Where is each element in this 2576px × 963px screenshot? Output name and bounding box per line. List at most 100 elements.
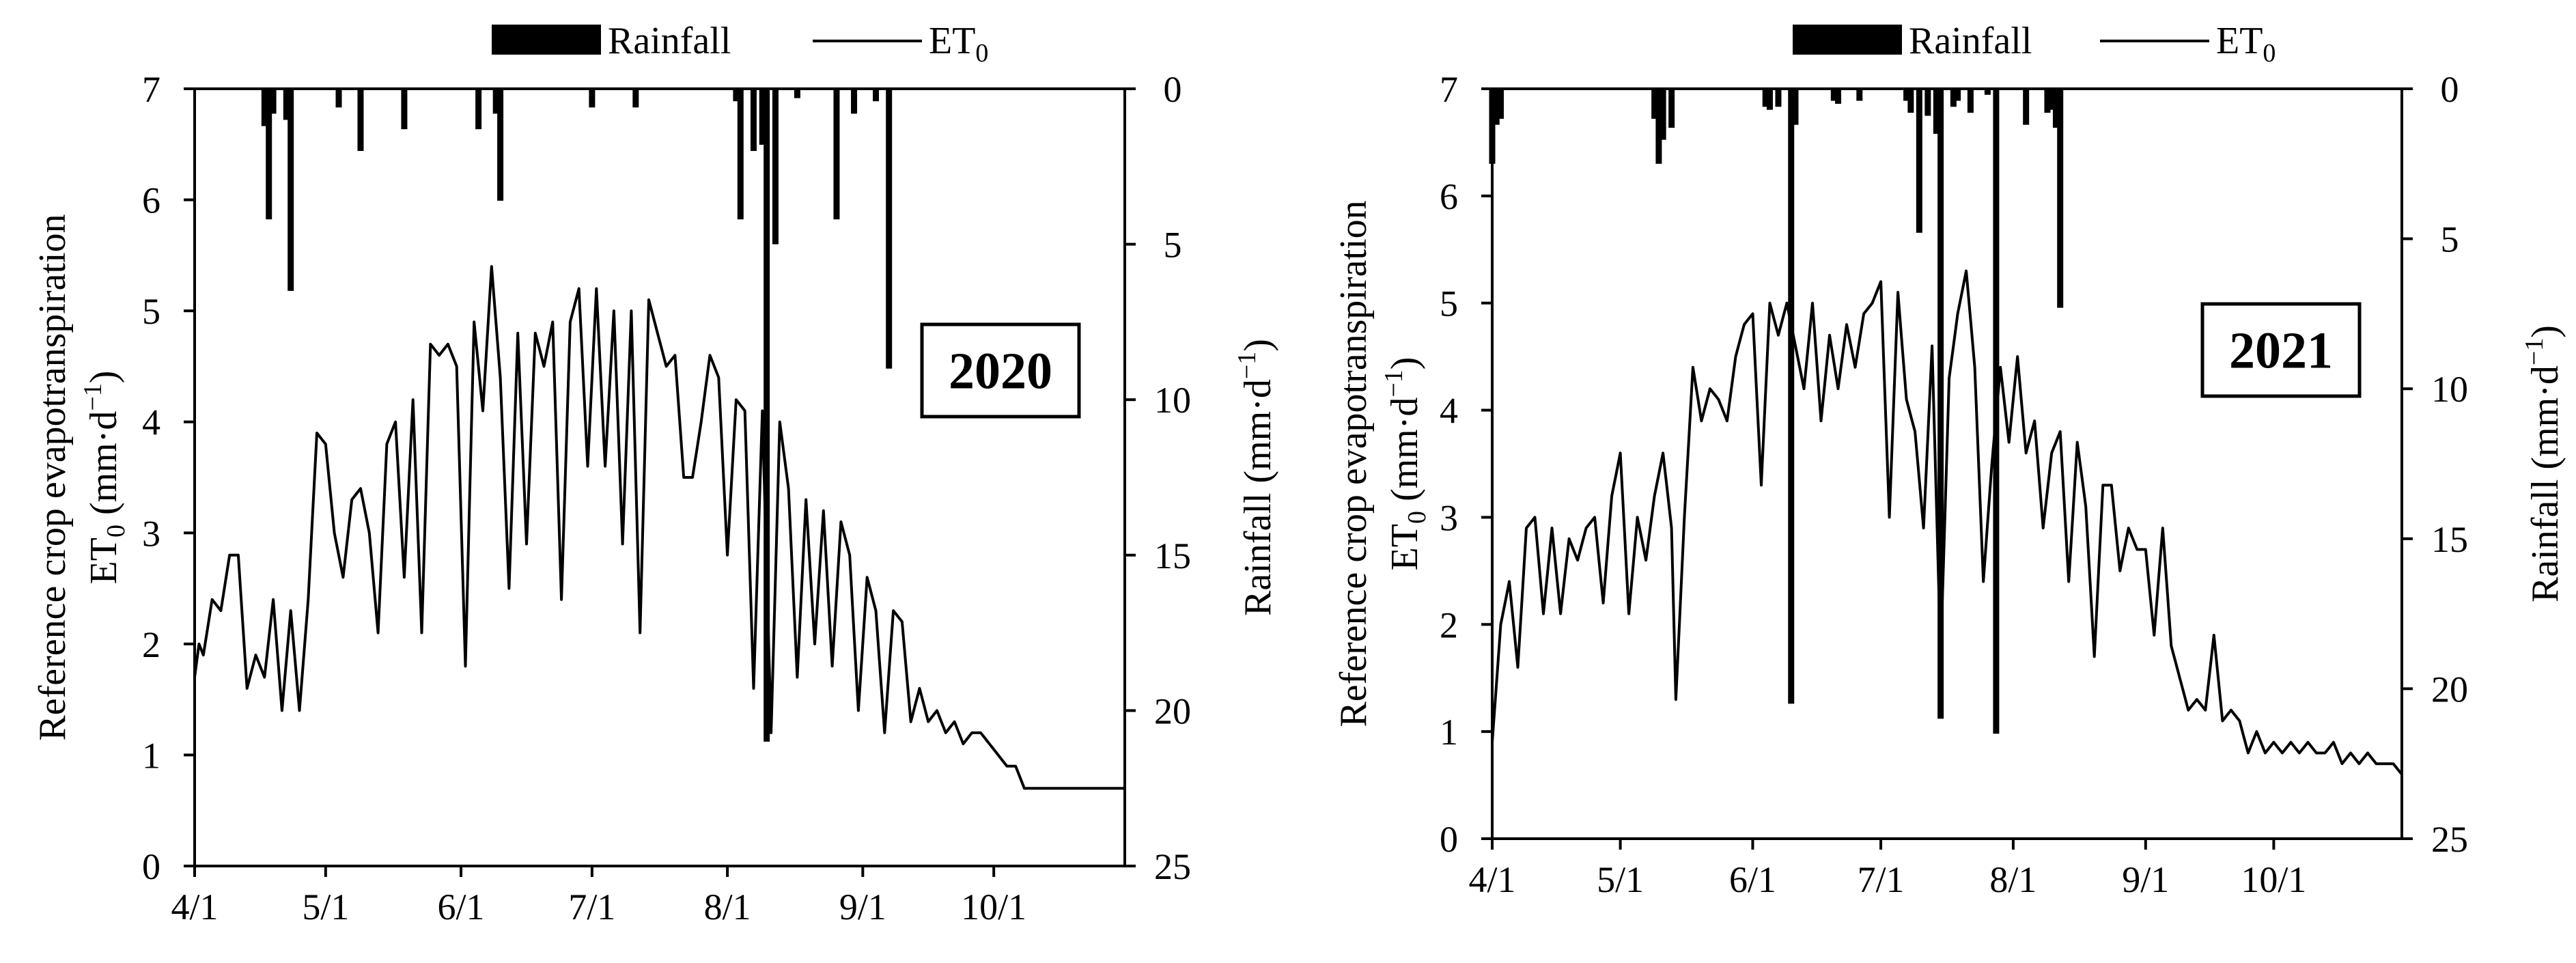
y-tick-label: 4 — [1440, 391, 1458, 432]
rainfall-bar — [270, 89, 277, 114]
legend-et0-label: ET0 — [929, 20, 988, 68]
year-label-box — [2200, 302, 2362, 398]
rainfall-bar — [1955, 89, 1961, 101]
y2-axis-label-close: ) — [2524, 325, 2566, 338]
y-tick-label: 4 — [142, 402, 160, 443]
rainfall-bar — [497, 89, 504, 201]
y2-tick-label: 5 — [2441, 219, 2459, 260]
rainfall-bar — [1830, 89, 1837, 101]
legend-et0-label: ET0 — [2216, 20, 2276, 68]
x-tick-label: 4/1 — [171, 887, 218, 927]
rainfall-bar — [1762, 89, 1769, 107]
rainfall-bar — [261, 89, 268, 126]
chart-panel-2020: 0 1 2 3 4 5 6 7 0 5 10 15 20 25 4/1 5/1 6/1 7/1 8/1 9/1 10/1… — [31, 20, 1279, 927]
y-axis-label-line2: ET0 (mm·d−1) — [1380, 357, 1431, 571]
y2-tick-label: 25 — [2431, 819, 2468, 860]
x-tick-label: 5/1 — [302, 887, 349, 927]
x-tick-label: 6/1 — [1729, 859, 1776, 900]
rainfall-bar — [492, 89, 499, 114]
rainfall-bar — [357, 89, 364, 152]
y2-tick-label: 0 — [1164, 69, 1182, 110]
y-tick-label: 2 — [1440, 604, 1458, 645]
rainfall-bar — [1950, 89, 1957, 107]
legend-et0-text: ET — [2216, 20, 2263, 62]
x-tick-label: 7/1 — [1858, 859, 1905, 900]
rainfall-bar — [833, 89, 840, 220]
legend-rainfall-label: Rainfall — [1909, 20, 2032, 62]
rainfall-bar — [2048, 89, 2055, 110]
x-tick-label: 7/1 — [568, 887, 615, 927]
y-axis-label-sup: −1 — [1380, 369, 1408, 397]
rainfall-bar — [589, 89, 596, 108]
rainfall-bar — [2044, 89, 2051, 113]
rainfall-bar — [1788, 89, 1795, 704]
rainfall-bar — [886, 89, 893, 369]
rainfall-bar — [1655, 89, 1662, 164]
x-tick-label: 4/1 — [1468, 859, 1515, 900]
y2-tick-label: 20 — [1154, 690, 1191, 731]
rainfall-bar — [2057, 89, 2064, 308]
y-tick-label: 1 — [142, 735, 160, 776]
y2-tick-label: 15 — [1154, 535, 1191, 576]
y2-tick-label: 20 — [2431, 669, 2468, 710]
x-tick-label: 8/1 — [704, 887, 751, 927]
et0-line — [193, 265, 1125, 790]
chart-panel-2021: 0 1 2 3 4 5 6 7 0 5 10 15 20 25 4/1 5/1 6/1 7/1 8/1 9/1 10/1… — [1332, 20, 2566, 900]
y2-axis-label-text: Rainfall (mm·d — [2524, 365, 2566, 602]
legend-rainfall-label: Rainfall — [608, 20, 731, 62]
year-label: 2021 — [2229, 322, 2333, 380]
y2-axis-label: Rainfall (mm·d−1) — [2520, 325, 2566, 602]
y-tick-label: 1 — [1440, 712, 1458, 753]
x-tick-label: 10/1 — [2241, 859, 2306, 900]
legend-et0-sub: 0 — [975, 39, 988, 68]
rainfall-bar — [1937, 89, 1944, 719]
plot-frame — [1491, 87, 2403, 840]
rainfall-bar — [632, 89, 639, 108]
rainfall-bar — [1835, 89, 1842, 104]
rainfall-bar — [1903, 89, 1910, 101]
y2-axis-label-text: Rainfall (mm·d — [1237, 379, 1279, 616]
legend-et0-sub: 0 — [2263, 39, 2276, 68]
y2-tick-label: 0 — [2441, 69, 2459, 110]
legend: Rainfall ET0 — [492, 20, 988, 68]
y2-axis-label-sup: −1 — [2520, 338, 2549, 365]
rainfall-bar — [1933, 89, 1940, 134]
rainfall-bar — [794, 89, 800, 98]
rainfall-bar — [266, 89, 272, 220]
y-tick-label: 2 — [142, 624, 160, 665]
y-axis-label-et: ET — [83, 538, 125, 584]
rainfall-bar — [1493, 89, 1500, 125]
y2-axis-label: Rainfall (mm·d−1) — [1233, 339, 1279, 616]
y-tick-label: 5 — [1440, 283, 1458, 324]
x-tick-label: 10/1 — [961, 887, 1026, 927]
rainfall-bar — [401, 89, 408, 130]
rainfall-bar — [2052, 89, 2059, 128]
legend: Rainfall ET0 — [1793, 20, 2276, 68]
legend-et0-text: ET — [929, 20, 975, 62]
rainfall-bar — [1856, 89, 1863, 101]
y2-tick-label: 10 — [2431, 369, 2468, 410]
rainfall-bar — [1924, 89, 1931, 116]
y2-tick-label: 15 — [2431, 519, 2468, 560]
rainfall-bar — [283, 89, 290, 120]
y2-tick-label: 10 — [1154, 380, 1191, 421]
rainfall-bar — [1916, 89, 1922, 233]
rainfall-bar — [1651, 89, 1658, 119]
y-axis-label-unit: (mm·d — [83, 411, 125, 525]
y-axis-label-close: ) — [1384, 357, 1426, 370]
x-tick-label: 8/1 — [1989, 859, 2036, 900]
rainfall-bar — [1984, 89, 1991, 95]
et0-line — [1491, 269, 2403, 776]
rainfall-bar — [733, 89, 740, 102]
rainfall-bar — [1967, 89, 1974, 113]
y-tick-label: 6 — [1440, 176, 1458, 217]
y-axis-label-line1: Reference crop evapotranspiration — [31, 214, 74, 740]
y-axis-label-et: ET — [1384, 524, 1426, 570]
y-axis-label-close: ) — [83, 371, 125, 384]
y2-tick-label: 25 — [1154, 846, 1191, 887]
rainfall-bar — [873, 89, 880, 102]
y-tick-label: 5 — [142, 291, 160, 332]
legend-rainfall-swatch — [1793, 25, 1902, 55]
rainfall-bar — [1907, 89, 1914, 113]
